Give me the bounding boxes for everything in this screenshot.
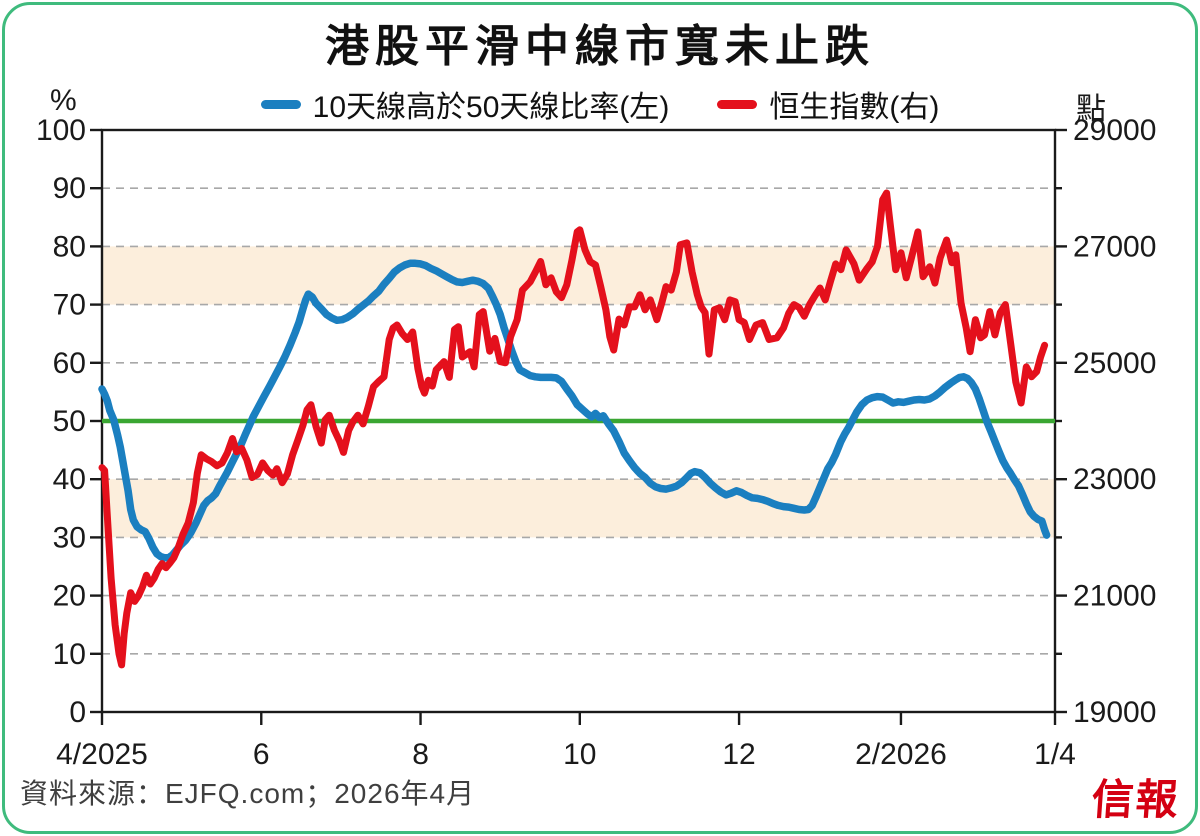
ratio-line-swatch-icon (260, 99, 301, 109)
x-tick-label: 4/2025 (56, 738, 148, 771)
ratio-line-series (98, 259, 1051, 562)
right-axis-unit: 點 (1076, 93, 1106, 126)
left-tick-label: 90 (53, 172, 86, 205)
x-tick-label: 2/2026 (855, 738, 947, 771)
chart-title: 港股平滑中線市寬未止跌 (325, 22, 875, 71)
left-axis-unit: % (50, 84, 77, 117)
legend-item-ratio: 10天線高於50天線比率(左) (260, 82, 670, 126)
right-tick-label: 25000 (1073, 347, 1156, 380)
legend-label-hsi: 恒生指數(右) (769, 91, 940, 124)
left-tick-label: 70 (53, 289, 86, 322)
x-tick-label: 8 (412, 738, 429, 771)
right-tick-label: 23000 (1073, 463, 1156, 496)
left-tick-label: 30 (53, 521, 86, 554)
right-tick-label: 27000 (1073, 230, 1156, 263)
left-tick-label: 20 (53, 580, 86, 613)
hsi-line-series (98, 189, 1049, 669)
legend-label-ratio: 10天線高於50天線比率(左) (312, 91, 670, 124)
legend-item-hsi: 恒生指數(右) (717, 82, 939, 126)
legend: 10天線高於50天線比率(左) 恒生指數(右) (0, 82, 1200, 126)
left-tick-label: 0 (69, 696, 86, 729)
right-tick-label: 19000 (1073, 696, 1156, 729)
x-tick-label: 6 (253, 738, 270, 771)
left-tick-label: 50 (53, 405, 86, 438)
source-note: 資料來源：EJFQ.com；2026年4月 (20, 778, 476, 809)
right-tick-label: 29000 (1073, 114, 1156, 147)
hsi-line-swatch-icon (717, 99, 758, 109)
left-tick-label: 100 (36, 114, 86, 147)
brand-logo: 信報 (1090, 775, 1182, 824)
x-tick-label: 10 (563, 738, 596, 771)
x-tick-label: 1/4 (1034, 738, 1076, 771)
threshold-band (102, 479, 1055, 538)
left-tick-label: 80 (53, 230, 86, 263)
right-tick-label: 21000 (1073, 580, 1156, 613)
left-tick-label: 40 (53, 463, 86, 496)
left-tick-label: 60 (53, 347, 86, 380)
left-tick-label: 10 (53, 638, 86, 671)
x-tick-label: 12 (722, 738, 755, 771)
